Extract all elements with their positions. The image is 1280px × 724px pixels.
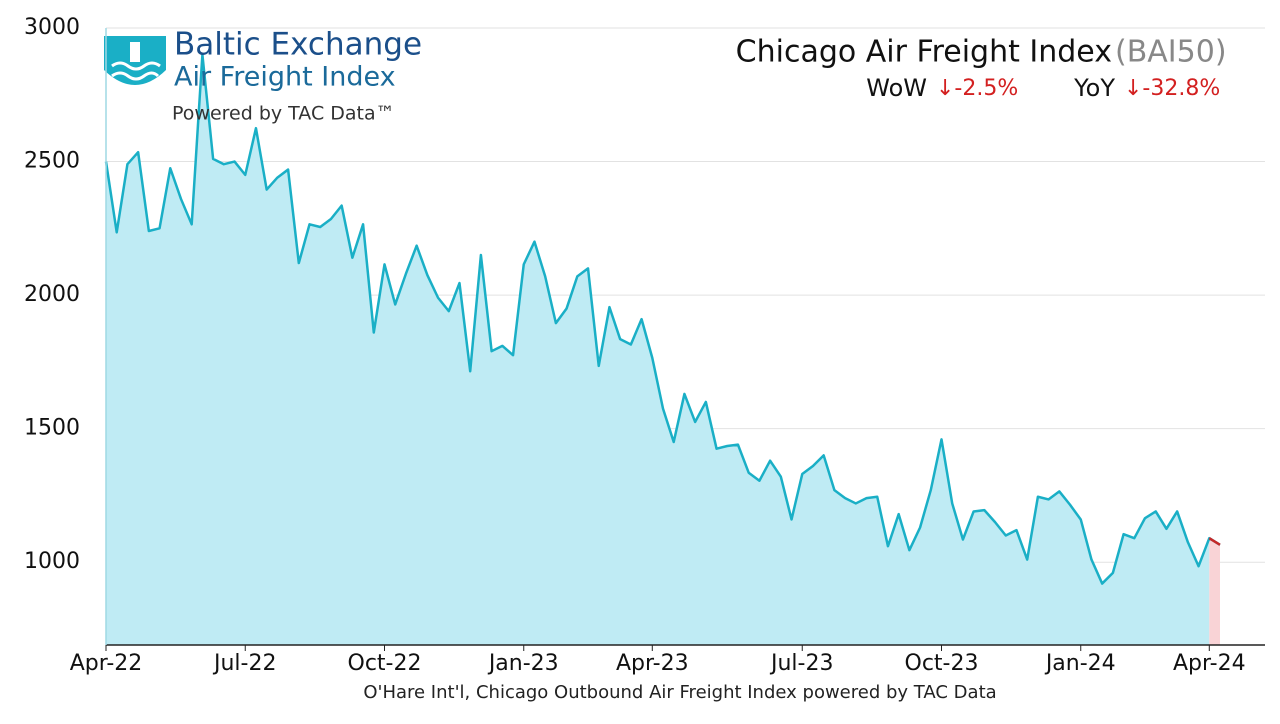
title-code: (BAI50) <box>1115 35 1227 70</box>
y-tick-label: 1000 <box>24 549 80 574</box>
logo: Baltic Exchange Air Freight Index Powere… <box>104 27 422 125</box>
logo-note: Powered by TAC Data™ <box>172 103 395 125</box>
latest-segment <box>1208 537 1221 546</box>
x-tick-label: Jul-22 <box>212 651 276 676</box>
wow-label: WoW <box>866 74 927 102</box>
x-axis-label: O'Hare Int'l, Chicago Outbound Air Freig… <box>363 682 996 703</box>
x-tick-label: Apr-23 <box>616 651 689 676</box>
x-tick-label: Jul-23 <box>769 651 833 676</box>
logo-waves <box>111 61 161 81</box>
area <box>106 54 1210 645</box>
x-tick-label: Oct-23 <box>905 651 979 676</box>
y-tick-label: 1500 <box>24 416 80 441</box>
x-tick-label: Jan-24 <box>1044 651 1116 676</box>
x-tick-label: Jan-23 <box>487 651 559 676</box>
latest-area <box>1209 538 1220 645</box>
y-tick-label: 2500 <box>24 149 80 174</box>
line <box>104 53 1221 585</box>
plot-area <box>104 27 1265 645</box>
yoy-change: ↓-32.8% <box>1124 76 1220 101</box>
wow-change: ↓-2.5% <box>936 76 1018 101</box>
x-tick-label: Oct-22 <box>348 651 422 676</box>
logo-title: Baltic Exchange <box>174 27 422 63</box>
y-tick-label: 3000 <box>24 15 80 40</box>
logo-tower <box>130 42 140 62</box>
yoy-label: YoY <box>1073 74 1115 102</box>
logo-subtitle: Air Freight Index <box>174 62 396 93</box>
chart-title: Chicago Air Freight Index <box>736 35 1112 70</box>
y-tick-label: 2000 <box>24 282 80 307</box>
x-tick-label: Apr-24 <box>1173 651 1246 676</box>
x-tick-label: Apr-22 <box>70 651 143 676</box>
